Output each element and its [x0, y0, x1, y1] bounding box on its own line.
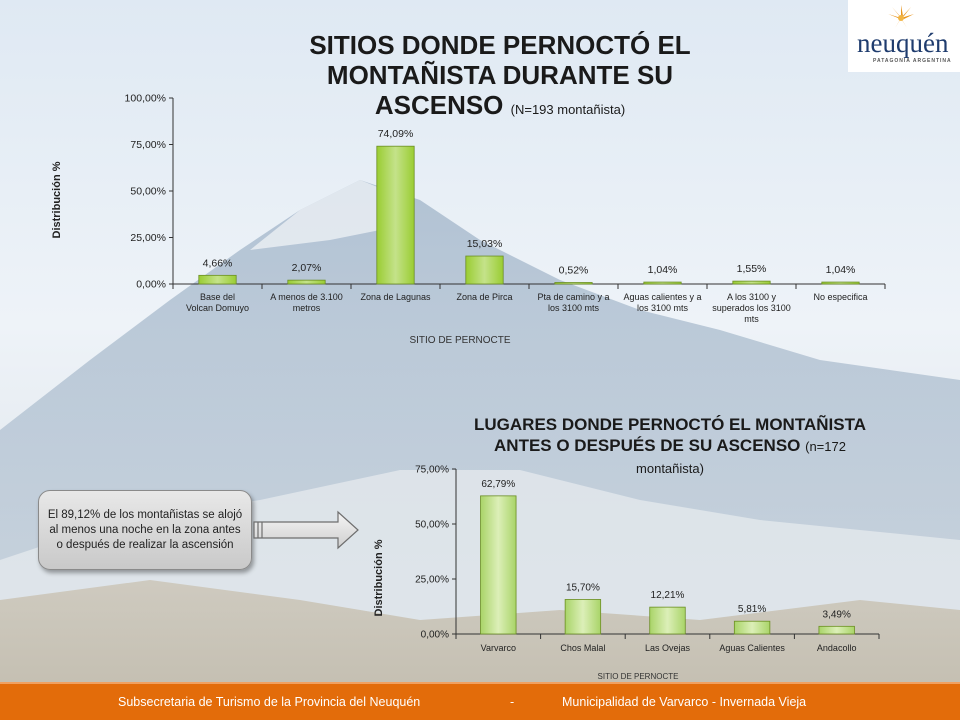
c1-data-label: 1,04%	[826, 264, 856, 276]
c1-data-label: 74,09%	[378, 128, 414, 140]
c1-data-label: 2,07%	[292, 262, 322, 274]
c2-category-label: Aguas Calientes	[719, 643, 785, 653]
c1-bar	[643, 281, 682, 285]
c2-data-label: 15,70%	[566, 582, 600, 593]
c2-data-label: 12,21%	[651, 590, 685, 601]
footer-left-text: Subsecretaria de Turismo de la Provincia…	[118, 695, 421, 709]
c1-y-tick-label: 100,00%	[125, 93, 166, 105]
logo-tagline: PATAGONIA ARGENTINA	[873, 58, 952, 64]
c1-category-label: A los 3100 y superados los 3100 mts	[712, 292, 791, 324]
c1-y-tick-label: 50,00%	[130, 186, 166, 198]
neuquen-logo-box	[848, 0, 960, 72]
c2-bar	[564, 599, 602, 635]
callout-box: El 89,12% de los montañistas se alojó al…	[38, 490, 252, 570]
c2-y-tick-label: 75,00%	[415, 465, 449, 476]
chart2-title-block: LUGARES DONDE PERNOCTÓ EL MONTAÑISTA ANT…	[470, 414, 870, 479]
c2-category-label: Las Ovejas	[645, 643, 691, 653]
c1-bar	[376, 145, 415, 285]
c1-bar	[821, 281, 860, 285]
c1-data-label: 1,55%	[737, 263, 767, 275]
footer-separator: -	[510, 695, 515, 709]
c1-y-tick-label: 75,00%	[130, 139, 166, 151]
chart2-y-axis-label: Distribución %	[373, 539, 385, 616]
c1-data-label: 15,03%	[467, 238, 503, 250]
c2-bar	[480, 495, 517, 635]
c2-y-tick-label: 0,00%	[421, 630, 449, 641]
c1-bar	[732, 280, 771, 285]
footer-bar: Subsecretaria de Turismo de la Provincia…	[0, 682, 960, 720]
chart1-title-block: SITIOS DONDE PERNOCTÓ EL MONTAÑISTA DURA…	[290, 30, 710, 125]
c1-bar	[198, 274, 237, 285]
c2-bar	[818, 625, 855, 635]
c1-category-label: Aguas calientes y a los 3100 mts	[623, 292, 701, 313]
c2-y-tick-label: 50,00%	[415, 520, 449, 531]
c2-category-label: Varvarco	[481, 643, 516, 653]
right-arrow-icon	[253, 510, 359, 550]
c1-bar	[554, 282, 593, 285]
c1-category-label: Zona de Lagunas	[360, 292, 431, 302]
c1-category-label: A menos de 3.100 metros	[270, 292, 343, 313]
c2-data-label: 5,81%	[738, 604, 766, 615]
c2-data-label: 3,49%	[823, 609, 851, 620]
c1-bar	[287, 279, 326, 285]
footer-right-text: Municipalidad de Varvarco - Invernada Vi…	[562, 695, 807, 709]
chart1-subtitle: (N=193 montañista)	[510, 102, 626, 117]
sun-logo-icon	[888, 5, 914, 28]
c1-category-label: No especifica	[813, 292, 867, 302]
c1-y-tick-label: 0,00%	[136, 279, 166, 291]
c2-bar	[733, 620, 771, 635]
chart2-overnight-before-after: 0,00% 25,00% 50,00% 75,00% 62,79% 15,70% 12,2…	[373, 465, 880, 681]
logo-wordmark: neuquén	[857, 28, 949, 58]
callout-text: El 89,12% de los montañistas se alojó al…	[47, 508, 243, 551]
chart1-title: SITIOS DONDE PERNOCTÓ EL MONTAÑISTA DURA…	[309, 30, 691, 120]
c1-data-label: 4,66%	[203, 257, 233, 269]
c1-y-tick-label: 25,00%	[130, 232, 166, 244]
c2-category-label: Chos Malal	[560, 643, 605, 653]
c1-data-label: 1,04%	[648, 264, 678, 276]
chart1-y-axis-label: Distribución %	[51, 161, 63, 238]
chart1-overnight-during-ascent: 0,00% 25,00% 50,00% 75,00% 100,00% 4,66% 2,07…	[51, 93, 886, 346]
chart2-subtitle: (n=172 montañista)	[636, 439, 846, 476]
c2-category-label: Andacollo	[817, 643, 857, 653]
c1-bar	[465, 255, 504, 285]
c2-y-tick-label: 25,00%	[415, 575, 449, 586]
c1-category-label: Base del Volcan Domuyo	[186, 292, 249, 313]
chart2-x-axis-label: SITIO DE PERNOCTE	[598, 672, 679, 681]
c2-bar	[649, 606, 686, 635]
c1-category-label: Zona de Pirca	[456, 292, 512, 302]
c1-category-label: Pta de camino y a los 3100 mts	[537, 292, 609, 313]
chart1-x-axis-label: SITIO DE PERNOCTE	[409, 335, 510, 346]
c1-data-label: 0,52%	[559, 265, 589, 277]
c2-data-label: 62,79%	[481, 479, 515, 490]
chart2-title: LUGARES DONDE PERNOCTÓ EL MONTAÑISTA ANT…	[474, 415, 866, 455]
